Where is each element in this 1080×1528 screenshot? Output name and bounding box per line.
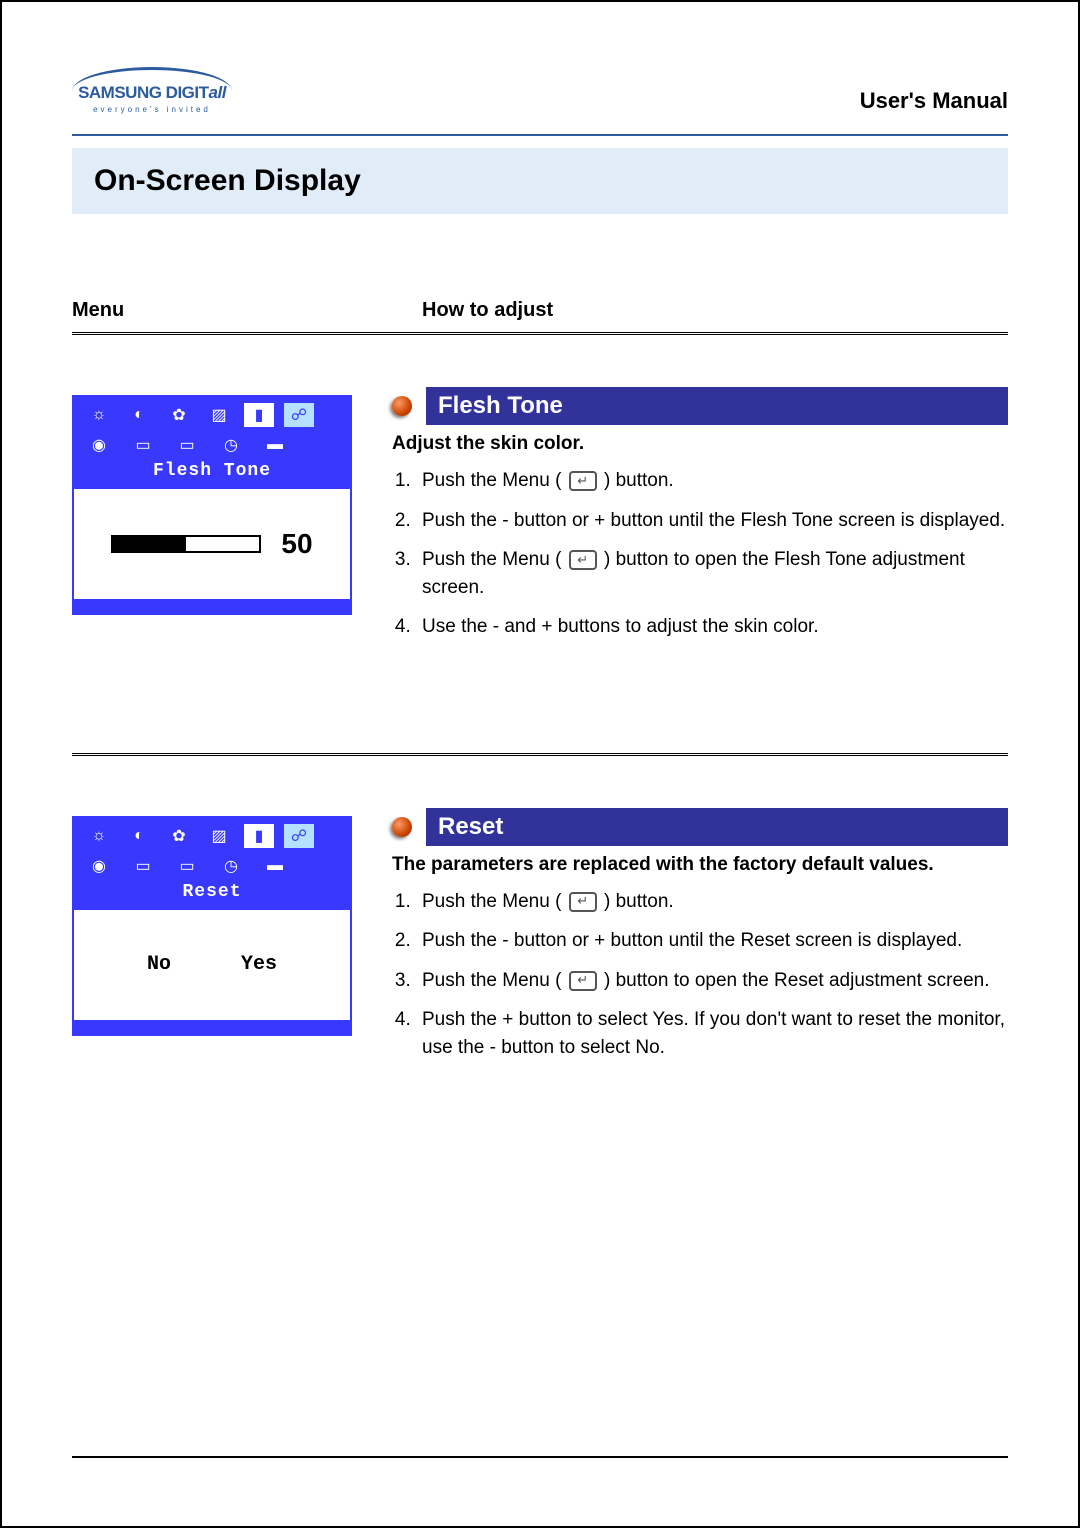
menu-button-icon: ↵	[569, 550, 597, 570]
instructions-reset: Reset The parameters are replaced with t…	[392, 808, 1008, 1074]
color-temp-icon: ◉	[84, 854, 114, 878]
osd-slider-fill	[113, 537, 186, 551]
contrast-icon: ◐	[124, 824, 154, 848]
logo-tagline: everyone's invited	[93, 105, 211, 114]
osd-window: ☼ ◐ ✿ ▨ ▮ ☍ ◉ ▭ ▭ ◷ ▬ Flesh Tone	[72, 395, 352, 615]
image-icon: ▨	[204, 824, 234, 848]
osd-body: 50	[74, 489, 350, 599]
brand-main: SAMSUNG DIGIT	[78, 83, 208, 102]
menu-button-icon: ↵	[569, 971, 597, 991]
feature-title: Reset	[438, 813, 503, 840]
title-bar-text: On-Screen Display	[94, 164, 361, 198]
col-header-menu: Menu	[72, 299, 392, 322]
position-v-icon: ▭	[172, 433, 202, 457]
osd-label: Reset	[80, 882, 344, 906]
brightness-icon: ☼	[84, 403, 114, 427]
bullet-icon	[392, 396, 412, 416]
position-v-icon: ▭	[172, 854, 202, 878]
osd-body: No Yes	[74, 910, 350, 1020]
step-item: Use the - and + buttons to adjust the sk…	[416, 613, 1008, 641]
flesh-tone-icon: ▮	[244, 403, 274, 427]
flesh-tone-icon: ▮	[244, 824, 274, 848]
columns-header: Menu How to adjust	[72, 299, 1008, 335]
osd-label: Flesh Tone	[80, 461, 344, 485]
brand-suffix: all	[209, 83, 226, 102]
instructions-flesh-tone: Flesh Tone Adjust the skin color. Push t…	[392, 387, 1008, 653]
osd-window: ☼ ◐ ✿ ▨ ▮ ☍ ◉ ▭ ▭ ◷ ▬ Reset No Yes	[72, 816, 352, 1036]
header-divider	[72, 134, 1008, 136]
feature-title-bar: Flesh Tone	[426, 387, 1008, 425]
osd-option-yes: Yes	[241, 953, 277, 976]
osd-slider	[111, 535, 261, 553]
osd-value: 50	[281, 528, 312, 560]
clock-icon: ◷	[216, 854, 246, 878]
misc-icon: ☍	[284, 403, 314, 427]
steps-list: Push the Menu ( ↵ ) button. Push the - bu…	[392, 888, 1008, 1062]
color-icon: ✿	[164, 824, 194, 848]
page-header: SAMSUNG DIGITall everyone's invited User…	[72, 67, 1008, 126]
misc-icon: ☍	[284, 824, 314, 848]
osd-top: ☼ ◐ ✿ ▨ ▮ ☍ ◉ ▭ ▭ ◷ ▬ Reset	[74, 818, 350, 910]
section-reset: ☼ ◐ ✿ ▨ ▮ ☍ ◉ ▭ ▭ ◷ ▬ Reset No Yes	[72, 808, 1008, 1074]
step-item: Push the + button to select Yes. If you …	[416, 1006, 1008, 1061]
step-item: Push the Menu ( ↵ ) button to open the R…	[416, 967, 1008, 995]
osd-preview-flesh-tone: ☼ ◐ ✿ ▨ ▮ ☍ ◉ ▭ ▭ ◷ ▬ Flesh Tone	[72, 387, 392, 653]
feature-title-bar: Reset	[426, 808, 1008, 846]
title-bar: On-Screen Display	[72, 148, 1008, 214]
feature-title-row: Flesh Tone	[392, 387, 1008, 425]
manual-title: User's Manual	[860, 88, 1008, 114]
position-h-icon: ▭	[128, 433, 158, 457]
info-icon: ▬	[260, 854, 290, 878]
osd-icon-row-1: ☼ ◐ ✿ ▨ ▮ ☍	[80, 824, 344, 848]
step-item: Push the Menu ( ↵ ) button.	[416, 888, 1008, 916]
mid-divider	[72, 753, 1008, 756]
col-header-adjust: How to adjust	[392, 299, 1008, 322]
osd-icon-row-2: ◉ ▭ ▭ ◷ ▬	[80, 854, 344, 878]
osd-option-no: No	[147, 953, 171, 976]
osd-icon-row-1: ☼ ◐ ✿ ▨ ▮ ☍	[80, 403, 344, 427]
osd-icon-row-2: ◉ ▭ ▭ ◷ ▬	[80, 433, 344, 457]
steps-list: Push the Menu ( ↵ ) button. Push the - bu…	[392, 467, 1008, 641]
position-h-icon: ▭	[128, 854, 158, 878]
bullet-icon	[392, 817, 412, 837]
osd-preview-reset: ☼ ◐ ✿ ▨ ▮ ☍ ◉ ▭ ▭ ◷ ▬ Reset No Yes	[72, 808, 392, 1074]
color-icon: ✿	[164, 403, 194, 427]
clock-icon: ◷	[216, 433, 246, 457]
osd-footer	[74, 599, 350, 613]
step-item: Push the Menu ( ↵ ) button to open the F…	[416, 546, 1008, 601]
step-item: Push the Menu ( ↵ ) button.	[416, 467, 1008, 495]
logo-text: SAMSUNG DIGITall	[78, 83, 226, 103]
color-temp-icon: ◉	[84, 433, 114, 457]
osd-top: ☼ ◐ ✿ ▨ ▮ ☍ ◉ ▭ ▭ ◷ ▬ Flesh Tone	[74, 397, 350, 489]
image-icon: ▨	[204, 403, 234, 427]
menu-button-icon: ↵	[569, 892, 597, 912]
step-item: Push the - button or + button until the …	[416, 927, 1008, 955]
info-icon: ▬	[260, 433, 290, 457]
brightness-icon: ☼	[84, 824, 114, 848]
step-item: Push the - button or + button until the …	[416, 507, 1008, 535]
menu-button-icon: ↵	[569, 471, 597, 491]
bottom-divider	[72, 1456, 1008, 1458]
contrast-icon: ◐	[124, 403, 154, 427]
feature-title-row: Reset	[392, 808, 1008, 846]
brand-logo: SAMSUNG DIGITall everyone's invited	[72, 67, 232, 114]
section-flesh-tone: ☼ ◐ ✿ ▨ ▮ ☍ ◉ ▭ ▭ ◷ ▬ Flesh Tone	[72, 387, 1008, 653]
feature-title: Flesh Tone	[438, 392, 563, 419]
osd-footer	[74, 1020, 350, 1034]
feature-description: Adjust the skin color.	[392, 433, 1008, 455]
feature-description: The parameters are replaced with the fac…	[392, 854, 1008, 876]
